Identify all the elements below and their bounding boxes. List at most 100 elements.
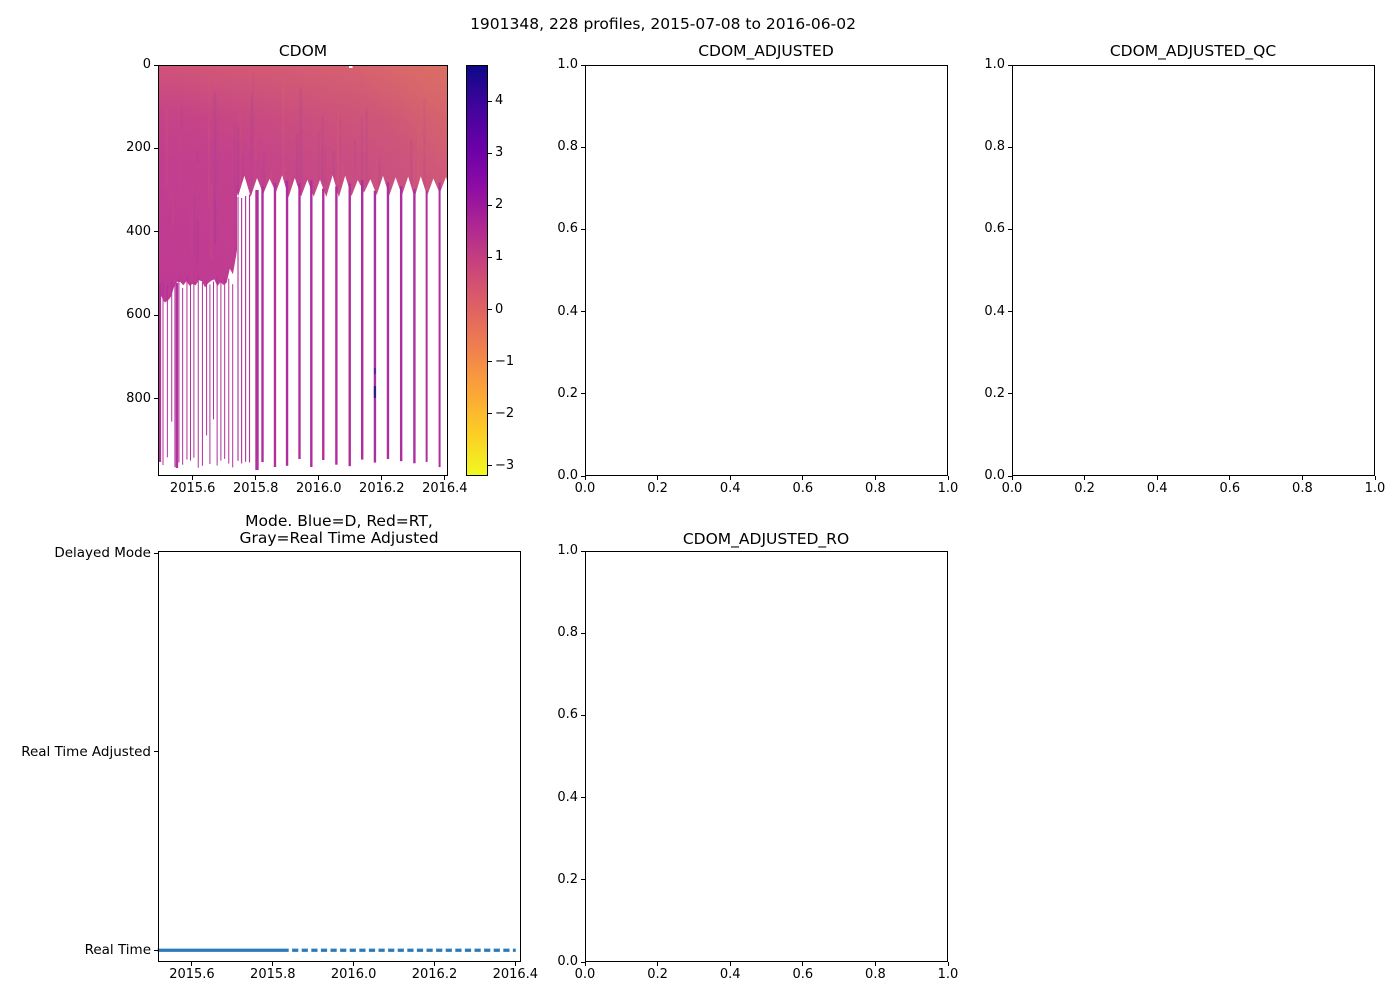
cdom-adjusted-qc-title: CDOM_ADJUSTED_QC — [1109, 42, 1277, 60]
cdom-adjusted-y-tick — [581, 64, 585, 66]
cdom-adjusted-x-tick — [947, 476, 949, 480]
cdom-adjusted-x-tick-label: 0.4 — [719, 481, 741, 496]
colorbar-tick — [488, 309, 492, 311]
cdom-adjusted-qc-y-tick — [1008, 311, 1012, 313]
cdom-adjusted-ro-x-tick — [874, 962, 876, 966]
cdom-adjusted-qc-x-tick-label: 0.2 — [1074, 481, 1095, 496]
cdom-adjusted-ro-title: CDOM_ADJUSTED_RO — [682, 530, 850, 548]
mode-y-tick-label-real-time: Real Time — [84, 942, 151, 959]
cdom-adjusted-ro-y-tick — [581, 797, 585, 799]
colorbar-tick-label: −2 — [495, 405, 515, 421]
mode-y-tick-label-real-time-adjusted: Real Time Adjusted — [21, 743, 151, 760]
cdom-adjusted-y-tick — [581, 311, 585, 313]
cdom-adjusted-qc-x-tick-label: 1.0 — [1364, 481, 1386, 496]
cdom-adjusted-qc-x-tick — [1156, 476, 1158, 480]
cdom-adjusted-ro-x-tick — [657, 962, 659, 966]
cdom-adjusted-ro-y-tick-label: 0.6 — [557, 707, 578, 723]
cdom-adjusted-y-tick-label: 1.0 — [557, 57, 578, 72]
cdom-adjusted-qc-y-tick — [1008, 64, 1012, 66]
cdom-y-tick-label: 600 — [126, 307, 151, 323]
cdom-adjusted-title: CDOM_ADJUSTED — [698, 42, 834, 60]
cdom-x-tick — [444, 476, 446, 480]
cdom-adjusted-qc-x-tick — [1374, 476, 1376, 480]
cdom-adjusted-ro-x-tick — [729, 962, 731, 966]
cdom-adjusted-ro-y-tick-label: 0.2 — [557, 871, 578, 887]
mode-x-tick-label: 2015.6 — [169, 967, 215, 982]
cdom-adjusted-qc-y-tick-label: 0.4 — [984, 303, 1005, 319]
cdom-y-tick — [154, 398, 158, 400]
cdom-adjusted-x-tick-label: 0.8 — [865, 481, 886, 496]
cdom-y-tick — [154, 231, 158, 233]
cdom-adjusted-y-tick-label: 0.0 — [557, 468, 578, 483]
cdom-title: CDOM — [278, 42, 328, 60]
colorbar-tick — [488, 465, 492, 467]
colorbar-tick — [488, 100, 492, 102]
mode-x-tick — [514, 962, 516, 966]
cdom-adjusted-qc-y-tick — [1008, 475, 1012, 477]
cdom-adjusted-ro-y-tick — [581, 632, 585, 634]
mode-x-tick — [191, 962, 193, 966]
cdom-adjusted-ro-y-tick-label: 0.0 — [557, 954, 578, 969]
cdom-adjusted-ro-y-tick — [581, 879, 585, 881]
cdom-adjusted-ro-x-tick-label: 0.2 — [647, 967, 668, 982]
mode-y-tick-label-delayed-mode: Delayed Mode — [54, 545, 151, 562]
cdom-adjusted-ro-x-tick — [802, 962, 804, 966]
cdom-adjusted-x-tick — [657, 476, 659, 480]
colorbar-tick — [488, 361, 492, 363]
cdom-adjusted-y-tick-label: 0.8 — [557, 139, 578, 155]
cdom-adjusted-qc-y-tick-label: 1.0 — [984, 57, 1005, 72]
cdom-adjusted-qc-y-tick-label: 0.2 — [984, 385, 1005, 401]
cdom-adjusted-ro-y-tick — [581, 550, 585, 552]
mode-x-tick — [353, 962, 355, 966]
cdom-adjusted-y-tick-label: 0.4 — [557, 303, 578, 319]
cdom-adjusted-qc-y-tick — [1008, 146, 1012, 148]
cdom-colorbar — [466, 65, 488, 476]
mode-x-tick — [272, 962, 274, 966]
cdom-x-tick-label: 2016.0 — [296, 481, 342, 496]
mode-y-tick — [154, 552, 158, 554]
colorbar-tick-label: 4 — [495, 93, 504, 109]
colorbar-tick-label: −1 — [495, 353, 515, 369]
cdom-x-tick — [255, 476, 257, 480]
cdom-x-tick-label: 2015.6 — [169, 481, 216, 496]
cdom-adjusted-x-tick-label: 0.0 — [574, 481, 596, 496]
mode-axes — [158, 551, 521, 962]
mode-y-tick — [154, 751, 158, 753]
cdom-y-tick-label: 200 — [126, 140, 151, 156]
cdom-adjusted-qc-x-tick-label: 0.8 — [1292, 481, 1313, 496]
cdom-adjusted-y-tick — [581, 146, 585, 148]
cdom-adjusted-qc-x-tick-label: 0.0 — [1001, 481, 1023, 496]
cdom-adjusted-qc-y-tick-label: 0.0 — [984, 468, 1005, 483]
cdom-adjusted-qc-y-tick-label: 0.6 — [984, 221, 1005, 237]
cdom-x-tick-label: 2016.2 — [359, 481, 405, 496]
figure-title: 1901348, 228 profiles, 2015-07-08 to 201… — [470, 15, 856, 33]
cdom-adjusted-ro-x-tick — [947, 962, 949, 966]
colorbar-tick — [488, 152, 492, 154]
cdom-adjusted-qc-x-tick — [1301, 476, 1303, 480]
cdom-y-tick — [154, 314, 158, 316]
cdom-y-tick-label: 400 — [126, 223, 151, 239]
colorbar-tick-label: −3 — [495, 457, 515, 473]
cdom-y-tick — [154, 147, 158, 149]
cdom-adjusted-qc-y-tick-label: 0.8 — [984, 139, 1005, 155]
cdom-adjusted-qc-x-tick — [1229, 476, 1231, 480]
cdom-adjusted-ro-y-tick-label: 1.0 — [557, 543, 578, 558]
cdom-adjusted-x-tick — [584, 476, 586, 480]
cdom-adjusted-qc-x-tick-label: 0.4 — [1146, 481, 1168, 496]
cdom-adjusted-ro-x-tick-label: 0.0 — [574, 967, 596, 982]
cdom-adjusted-qc-x-tick — [1084, 476, 1086, 480]
colorbar-tick-label: 0 — [495, 301, 504, 317]
mode-title: Mode. Blue=D, Red=RT, Gray=Real Time Adj… — [239, 513, 438, 546]
cdom-y-tick — [154, 64, 158, 66]
cdom-adjusted-y-tick — [581, 228, 585, 230]
cdom-adjusted-ro-x-tick-label: 0.8 — [865, 967, 886, 982]
cdom-adjusted-x-tick-label: 0.2 — [647, 481, 668, 496]
mode-x-tick — [433, 962, 435, 966]
colorbar-tick-label: 2 — [495, 197, 504, 213]
cdom-adjusted-axes — [585, 65, 948, 476]
cdom-adjusted-x-tick — [729, 476, 731, 480]
cdom-adjusted-x-tick-label: 0.6 — [792, 481, 814, 496]
cdom-adjusted-x-tick — [802, 476, 804, 480]
mode-x-tick-label: 2016.0 — [330, 967, 377, 982]
